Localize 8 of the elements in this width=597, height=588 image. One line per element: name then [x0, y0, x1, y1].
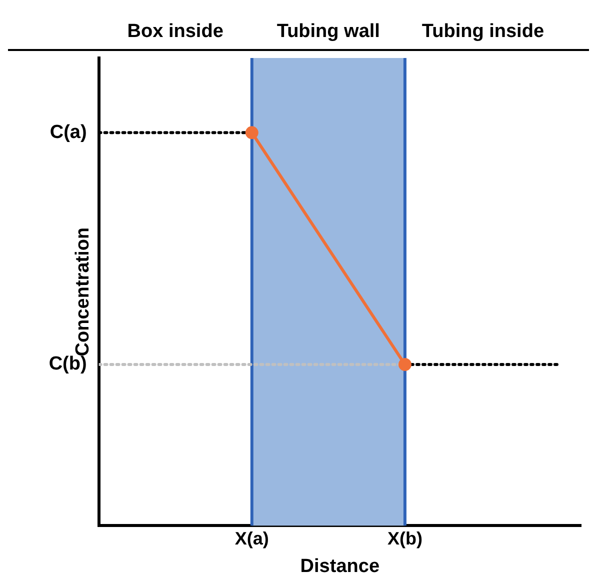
x-tick-label: X(a): [234, 528, 269, 548]
x-axis-title: Distance: [300, 556, 380, 577]
band-label: Tubing wall: [276, 21, 380, 42]
x-tick-label: X(b): [387, 528, 422, 548]
series-label: C(a): [50, 122, 87, 143]
text: Tubing inside: [422, 21, 544, 42]
y-axis-title: Concentration: [72, 227, 94, 356]
text: Box inside: [127, 21, 224, 42]
